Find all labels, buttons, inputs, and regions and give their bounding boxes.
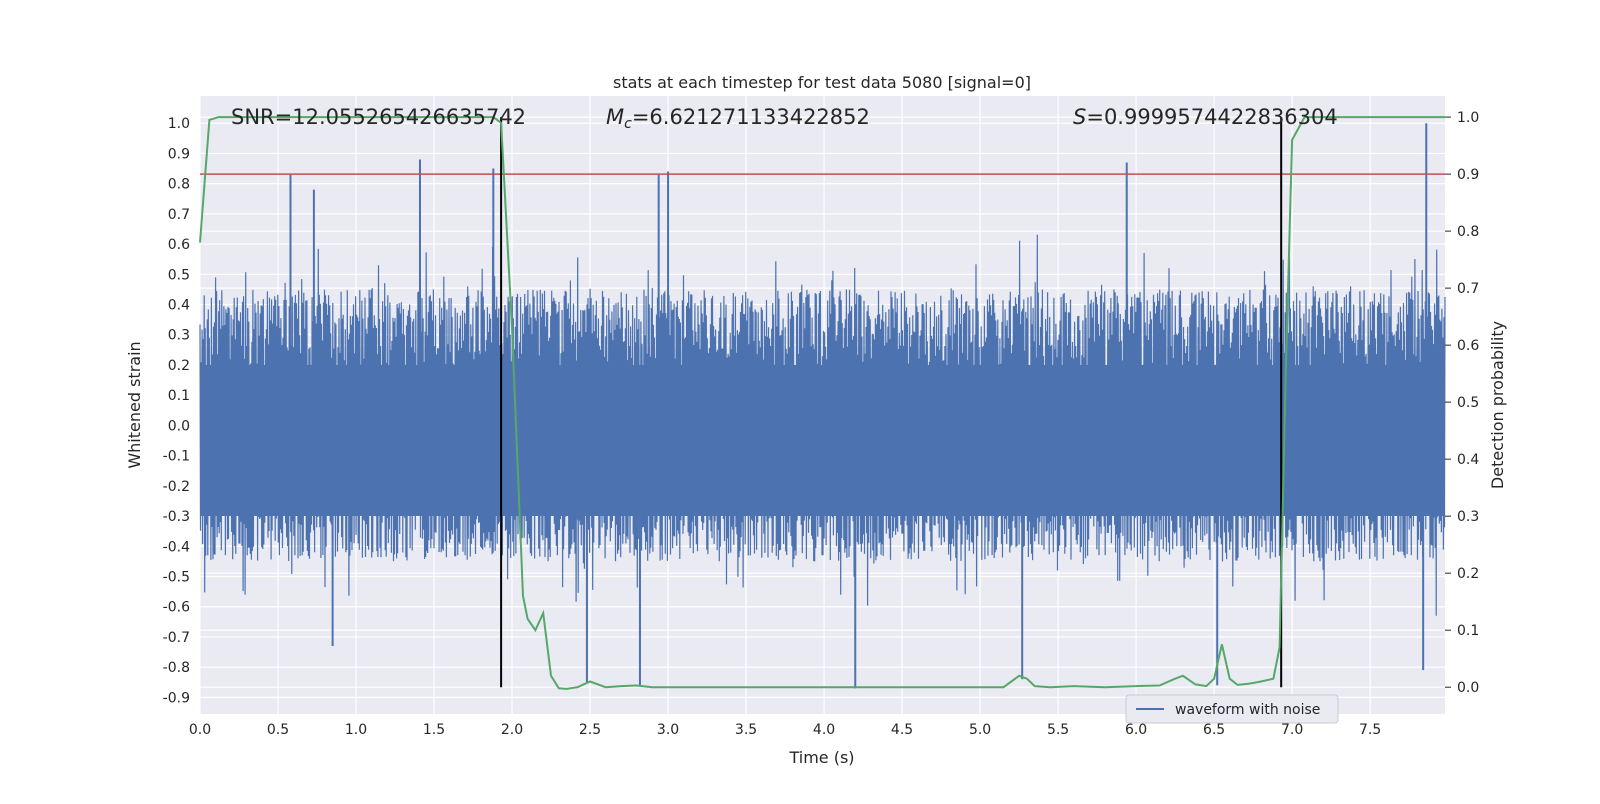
y-tick-label: 1.0	[168, 116, 190, 132]
x-tick-label: 7.5	[1359, 722, 1381, 738]
x-tick-label: 1.0	[345, 722, 367, 738]
y-tick-label: 0.1	[168, 388, 190, 404]
x-tick-label: 6.5	[1203, 722, 1225, 738]
y2-tick-label: 0.3	[1457, 509, 1479, 525]
y-tick-label: -0.6	[163, 600, 190, 616]
y-tick-label: 0.7	[168, 207, 190, 223]
y-tick-label: 0.3	[168, 328, 190, 344]
x-tick-labels: 0.0 0.5 1.0 1.5 2.0 2.5 3.0 3.5 4.0 4.5 5.0 5.5 6.0 6…	[189, 722, 1381, 738]
y-tick-labels: 1.0 0.9 0.8 0.7 0.6 0.5 0.4 0.3 0.2 0.1 0.0 -0.1 -0.…	[163, 116, 190, 706]
chart-title: stats at each timestep for test data 508…	[613, 73, 1031, 92]
x-tick-label: 2.0	[501, 722, 523, 738]
y2-tick-label: 0.4	[1457, 452, 1479, 468]
legend-label: waveform with noise	[1175, 702, 1320, 718]
x-tick-label: 2.5	[579, 722, 601, 738]
y2-tick-label: 0.1	[1457, 623, 1479, 639]
x-tick-label: 6.0	[1125, 722, 1147, 738]
y-axis-label: Whitened strain	[125, 341, 144, 468]
y2-tick-label: 0.6	[1457, 338, 1479, 354]
x-axis-label: Time (s)	[788, 748, 854, 767]
y2-axis-label: Detection probability	[1488, 321, 1507, 489]
x-tick-label: 4.5	[891, 722, 913, 738]
x-tick-label: 0.5	[267, 722, 289, 738]
y-tick-label: -0.2	[163, 479, 190, 495]
y-tick-label: -0.9	[163, 690, 190, 706]
y2-tick-label: 0.7	[1457, 281, 1479, 297]
x-tick-label: 7.0	[1281, 722, 1303, 738]
x-tick-label: 5.0	[969, 722, 991, 738]
legend: waveform with noise	[1125, 694, 1339, 724]
y2-tick-label: 0.5	[1457, 395, 1479, 411]
x-tick-label: 0.0	[189, 722, 211, 738]
chirp-mass-annotation: Mc=6.621271133422852	[606, 105, 870, 132]
y-tick-label: 0.4	[168, 298, 190, 314]
legend-box	[1125, 694, 1339, 724]
y2-tick-label: 0.8	[1457, 224, 1479, 240]
y2-tick-label: 0.0	[1457, 680, 1479, 696]
y-tick-label: -0.3	[163, 509, 190, 525]
y-tick-label: 0.6	[168, 237, 190, 253]
y2-tick-label: 0.2	[1457, 566, 1479, 582]
y-tick-label: 0.5	[168, 267, 190, 283]
y-tick-label: -0.8	[163, 660, 190, 676]
y2-tick-label: 0.9	[1457, 167, 1479, 183]
x-tick-label: 4.0	[813, 722, 835, 738]
y-tick-label: 0.2	[168, 358, 190, 374]
x-tick-label: 5.5	[1047, 722, 1069, 738]
waveform-series	[199, 123, 1446, 689]
y-tick-label: -0.4	[163, 539, 190, 555]
y-tick-label: -0.7	[163, 630, 190, 646]
x-tick-label: 1.5	[423, 722, 445, 738]
waveform-band	[200, 364, 1445, 517]
probability-line	[199, 116, 1445, 690]
y-tick-label: 0.9	[168, 146, 190, 162]
snr-annotation: SNR=12.055265426635742	[231, 105, 526, 129]
waveform-trace	[199, 234, 1446, 616]
score-annotation: S=0.9999574422836304	[1073, 105, 1338, 129]
y2-tick-labels: 1.0 0.9 0.8 0.7 0.6 0.5 0.4 0.3 0.2 0.1 0.0	[1445, 110, 1479, 696]
x-tick-label: 3.5	[735, 722, 757, 738]
x-tick-label: 3.0	[657, 722, 679, 738]
y2-tick-label: 1.0	[1457, 110, 1479, 126]
y-tick-label: 0.0	[168, 418, 190, 434]
y-tick-label: -0.5	[163, 569, 190, 585]
y-tick-label: -0.1	[163, 449, 190, 465]
y-tick-label: 0.8	[168, 177, 190, 193]
